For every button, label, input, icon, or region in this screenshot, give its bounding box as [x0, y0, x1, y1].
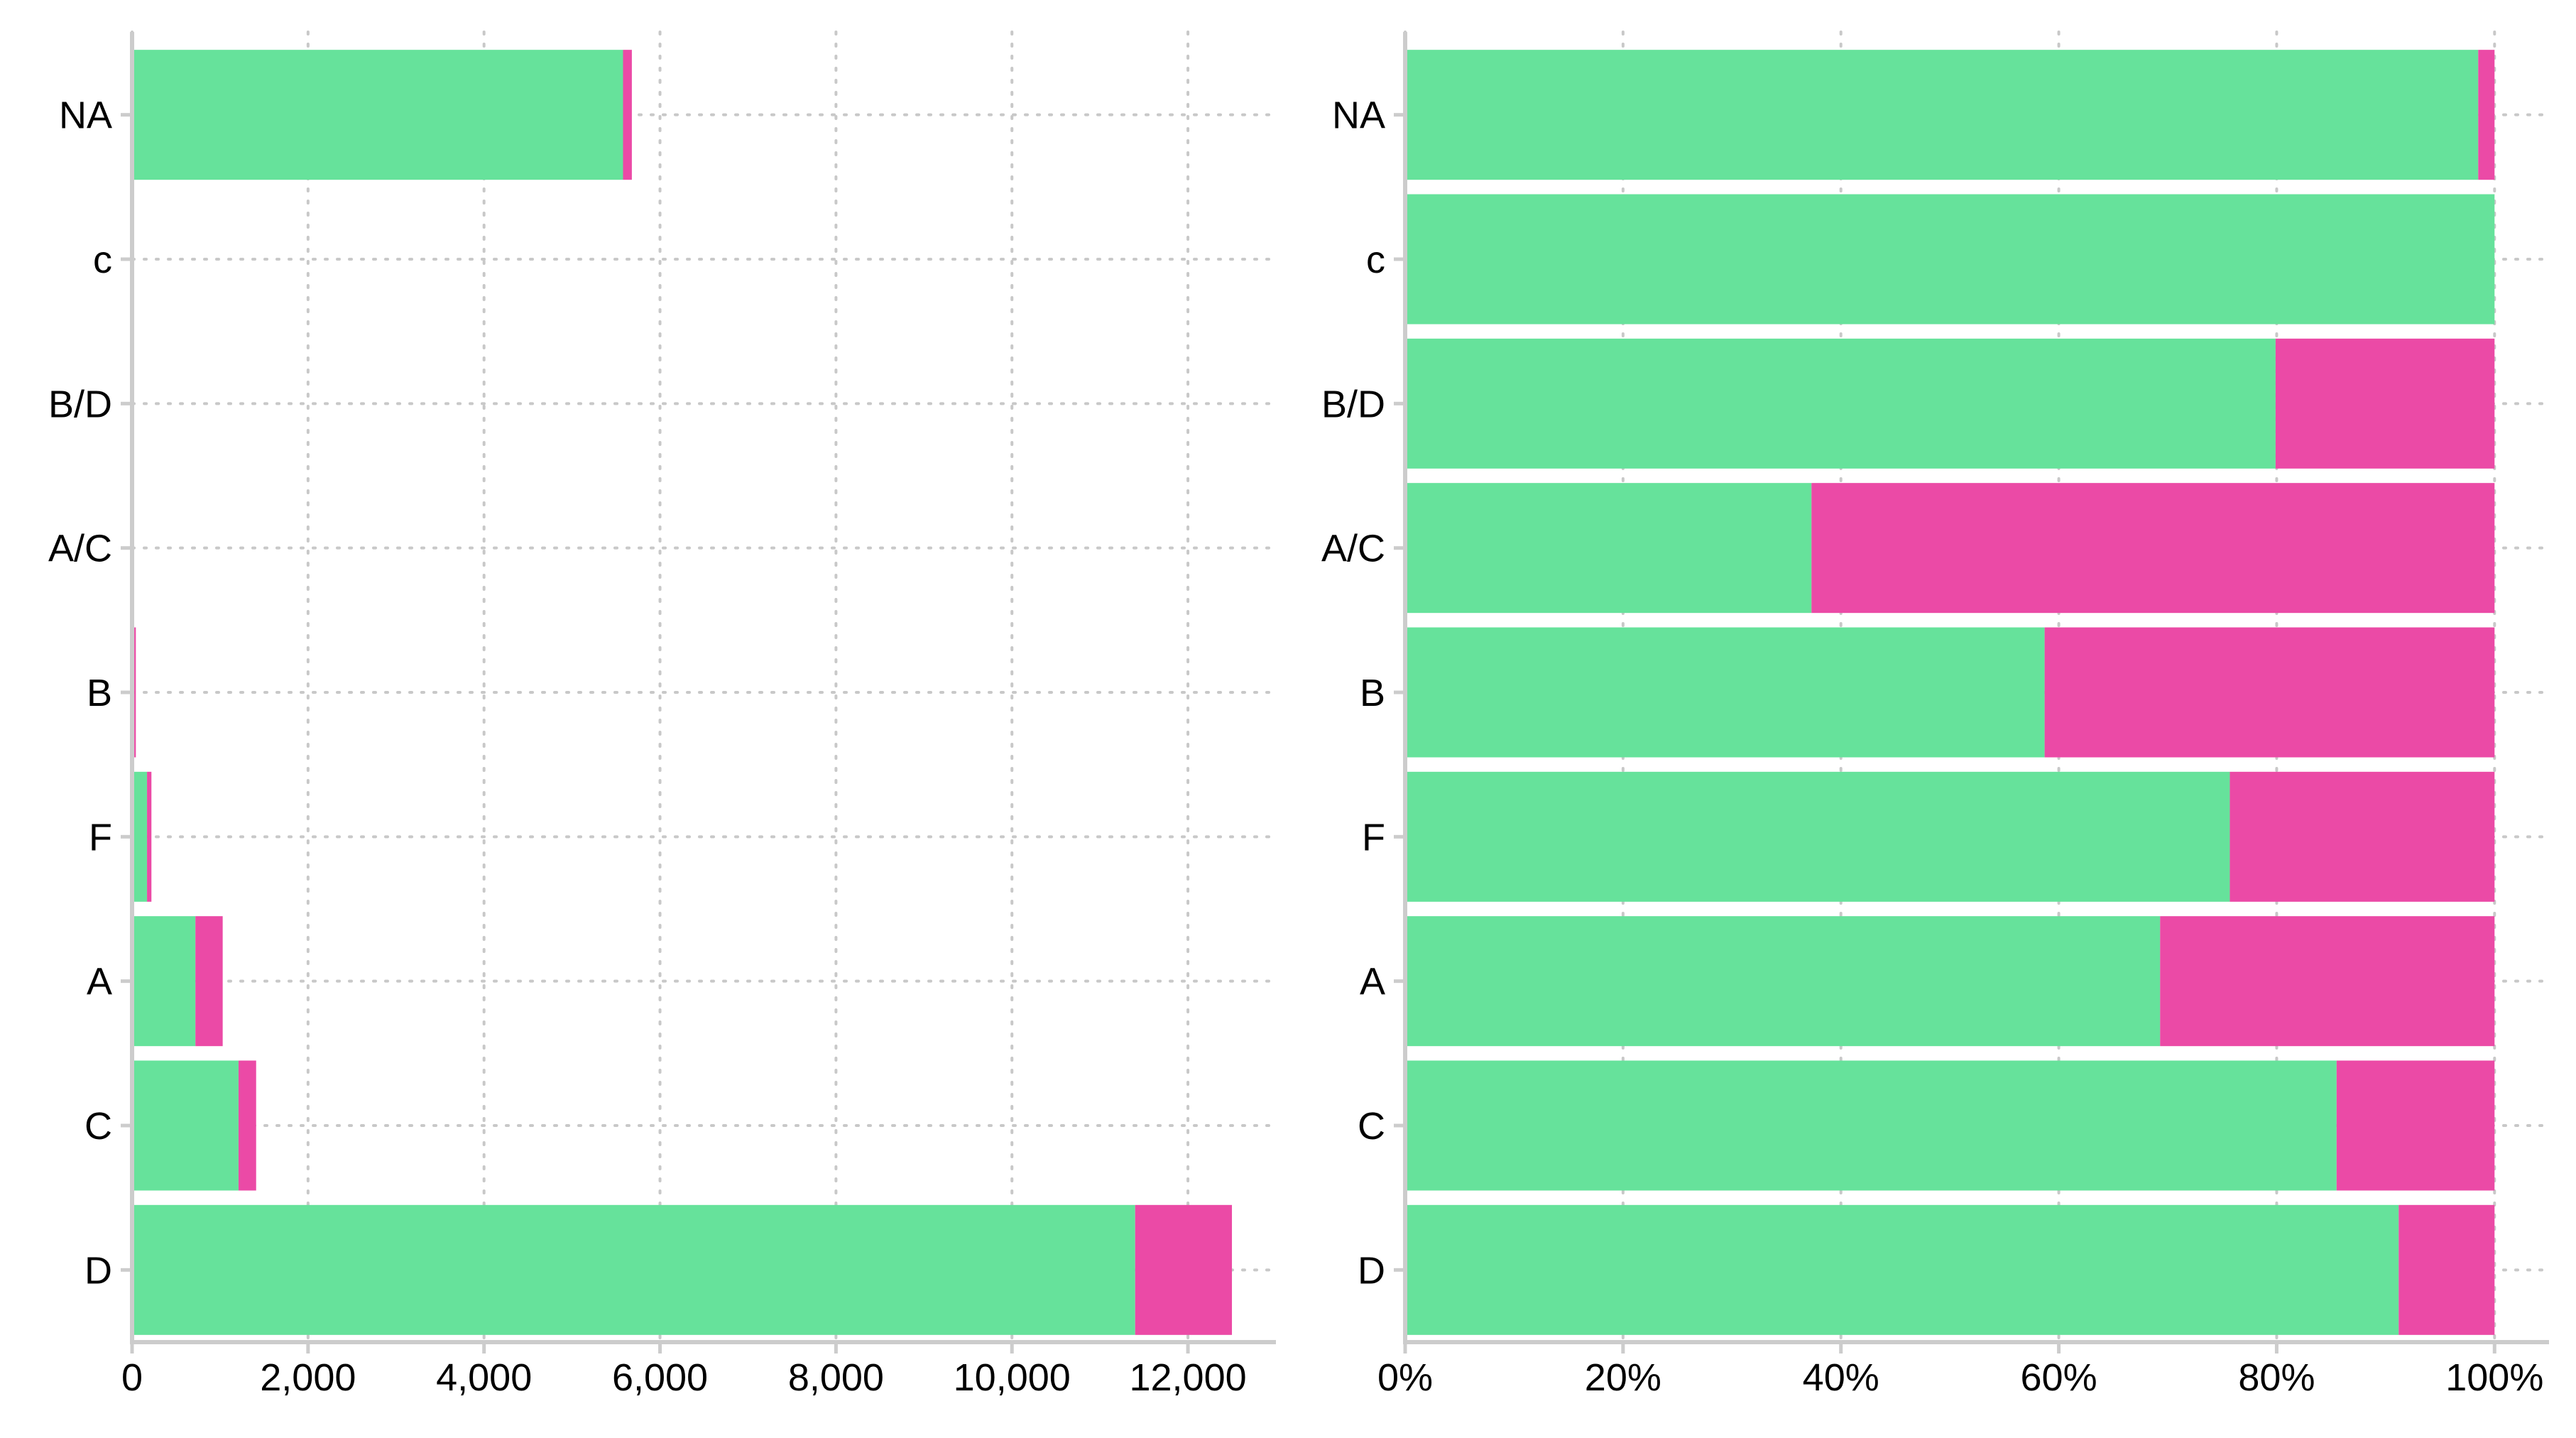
y-tick-label: B	[87, 672, 112, 714]
x-tick-label: 0%	[1377, 1356, 1433, 1399]
bar-segment-pink	[1135, 1204, 1233, 1335]
y-tick-label: A	[1360, 961, 1385, 1003]
bar-segment-pink	[147, 771, 152, 902]
bar-segment-green	[1405, 483, 1812, 614]
y-tick-label: C	[1358, 1105, 1385, 1148]
x-tick-label: 60%	[2021, 1356, 2097, 1399]
right-percent-chart: 0% 20% 40% 60% 80% 100% D C A F B A/C B/D c NA	[1321, 31, 2550, 1399]
bar-segment-pink	[238, 1060, 256, 1191]
x-tick-label: 4,000	[436, 1356, 532, 1399]
bars	[132, 50, 1233, 1335]
bar-segment-green	[132, 1060, 239, 1191]
x-tick-label: 6,000	[612, 1356, 708, 1399]
bar-segment-green	[132, 1204, 1135, 1335]
bar-segment-pink	[2230, 771, 2495, 902]
bar-segment-pink	[195, 916, 223, 1047]
y-tick-label: C	[84, 1105, 112, 1148]
bar-segment-green	[132, 916, 196, 1047]
bar-segment-pink	[2336, 1060, 2495, 1191]
x-tick-label: 10,000	[954, 1356, 1071, 1399]
x-tick-label: 100%	[2445, 1356, 2543, 1399]
bar-segment-green	[1405, 916, 2161, 1047]
x-tick-label: 12,000	[1129, 1356, 1246, 1399]
bar-segment-pink	[2160, 916, 2495, 1047]
y-tick-label: F	[1362, 816, 1385, 859]
y-tick-label: c	[1366, 239, 1385, 281]
y-tick-label: B	[1360, 672, 1385, 714]
bar-segment-pink	[623, 50, 632, 180]
y-tick-label: NA	[1332, 94, 1385, 137]
bar-segment-pink	[1811, 483, 2495, 614]
bar-segment-green	[1405, 627, 2045, 758]
bar-segment-green	[1405, 50, 2479, 180]
y-tick-label: D	[84, 1249, 112, 1292]
y-tick-label: A/C	[1321, 528, 1385, 570]
x-tick-label: 2,000	[260, 1356, 356, 1399]
y-tick-label: A	[87, 961, 112, 1003]
gridlines	[131, 31, 1277, 1344]
bar-segment-green	[1405, 194, 2495, 325]
x-tick-label: 80%	[2238, 1356, 2315, 1399]
x-tick-label: 8,000	[788, 1356, 884, 1399]
bars	[1405, 50, 2495, 1335]
y-tick-label: B/D	[48, 383, 112, 425]
y-tick-label: B/D	[1321, 383, 1385, 425]
x-tick-label: 40%	[1803, 1356, 1879, 1399]
bar-segment-green	[1405, 771, 2230, 902]
bar-segment-pink	[2478, 50, 2495, 180]
y-tick-label: A/C	[48, 528, 112, 570]
bar-segment-green	[1405, 1060, 2337, 1191]
y-tick-label: D	[1358, 1249, 1385, 1292]
axes: 0 2,000 4,000 6,000 8,000 10,000 12,000 D C A F B A/…	[48, 32, 1276, 1399]
axes: 0% 20% 40% 60% 80% 100% D C A F B A/C B/D c NA	[1321, 32, 2549, 1399]
x-tick-label: 0	[121, 1356, 143, 1399]
bar-segment-pink	[2398, 1204, 2495, 1335]
bar-segment-pink	[2275, 338, 2495, 469]
y-tick-label: F	[89, 816, 112, 859]
bar-segment-green	[1405, 1204, 2399, 1335]
y-tick-label: c	[93, 239, 112, 281]
bar-segment-green	[132, 771, 148, 902]
bar-segment-pink	[2044, 627, 2495, 758]
bar-segment-green	[1405, 338, 2276, 469]
bar-segment-green	[132, 50, 623, 180]
left-count-chart: 0 2,000 4,000 6,000 8,000 10,000 12,000 D C A F B A/…	[48, 31, 1277, 1399]
bar-segment-pink	[134, 627, 136, 758]
x-tick-label: 20%	[1585, 1356, 1661, 1399]
y-tick-label: NA	[59, 94, 112, 137]
